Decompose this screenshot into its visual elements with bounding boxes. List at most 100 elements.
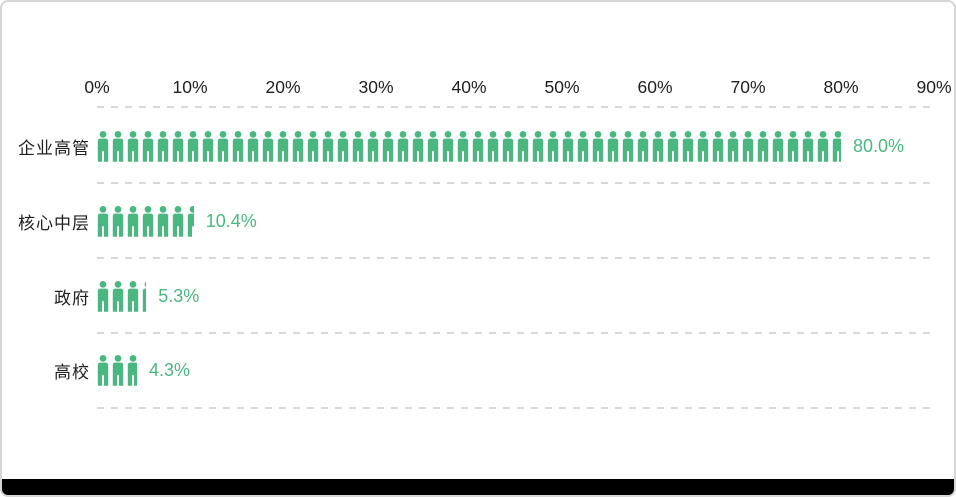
person-icon-cell (142, 205, 157, 237)
person-icon-cell (832, 130, 841, 162)
person-icon (187, 130, 199, 162)
person-icon (427, 130, 439, 162)
person-icon-cell (637, 130, 652, 162)
person-icon-cell (427, 130, 442, 162)
person-icon (112, 280, 124, 312)
person-icon-cell (442, 130, 457, 162)
person-icon-cell (112, 130, 127, 162)
dashed-grid-line (97, 106, 932, 108)
person-icon (532, 130, 544, 162)
person-icon (232, 130, 244, 162)
person-icon-cell (262, 130, 277, 162)
person-icon (667, 130, 679, 162)
person-icon-cell (157, 130, 172, 162)
person-icon-cell (127, 280, 142, 312)
person-icon-cell (97, 354, 112, 386)
person-icon (787, 130, 799, 162)
person-icon (142, 280, 147, 312)
pictogram-row: 高校 4.3% (2, 354, 954, 386)
person-icon-cell (97, 130, 112, 162)
x-axis-tick-label: 10% (172, 77, 208, 97)
person-icon-cell (742, 130, 757, 162)
person-icon (277, 130, 289, 162)
dashed-grid-line (97, 257, 932, 259)
icon-bar (97, 354, 137, 386)
icon-bar (97, 130, 841, 162)
person-icon-cell (772, 130, 787, 162)
category-label: 企业高管 (18, 138, 90, 158)
bottom-black-bar (2, 479, 954, 495)
x-axis-tick-label: 90% (916, 77, 952, 97)
x-axis-tick-label: 40% (451, 77, 487, 97)
person-icon (592, 130, 604, 162)
person-icon (577, 130, 589, 162)
person-icon-cell (667, 130, 682, 162)
person-icon (217, 130, 229, 162)
x-axis-tick-label: 50% (544, 77, 580, 97)
person-icon-cell (577, 130, 592, 162)
person-icon (157, 130, 169, 162)
person-icon (742, 130, 754, 162)
x-axis-tick-label: 20% (265, 77, 301, 97)
person-icon-cell (592, 130, 607, 162)
person-icon (547, 130, 559, 162)
person-icon-cell (607, 130, 622, 162)
person-icon-cell (532, 130, 547, 162)
person-icon-cell (487, 130, 502, 162)
person-icon (442, 130, 454, 162)
person-icon (142, 130, 154, 162)
person-icon (562, 130, 574, 162)
person-icon-cell (622, 130, 637, 162)
person-icon (97, 354, 109, 386)
person-icon-cell (337, 130, 352, 162)
person-icon-cell (817, 130, 832, 162)
person-icon (322, 130, 334, 162)
person-icon (517, 130, 529, 162)
person-icon-cell (472, 130, 487, 162)
person-icon-cell (502, 130, 517, 162)
person-icon-cell (217, 130, 232, 162)
person-icon (202, 130, 214, 162)
person-icon-cell (127, 205, 142, 237)
person-icon-cell (112, 205, 127, 237)
person-icon (157, 205, 169, 237)
person-icon-cell (97, 280, 112, 312)
person-icon (367, 130, 379, 162)
icon-bar (97, 205, 194, 237)
person-icon (757, 130, 769, 162)
person-icon-cell (172, 130, 187, 162)
person-icon (97, 280, 109, 312)
person-icon (832, 130, 841, 162)
person-icon-cell (562, 130, 577, 162)
person-icon-cell (142, 130, 157, 162)
person-icon (652, 130, 664, 162)
person-icon-cell (127, 354, 137, 386)
person-icon-cell (712, 130, 727, 162)
person-icon (112, 354, 124, 386)
person-icon-cell (187, 130, 202, 162)
person-icon (772, 130, 784, 162)
person-icon (697, 130, 709, 162)
person-icon-cell (112, 280, 127, 312)
pictogram-row: 企业高管 80.0% (2, 130, 954, 162)
person-icon (127, 280, 139, 312)
person-icon (172, 130, 184, 162)
person-icon-cell (517, 130, 532, 162)
person-icon (142, 205, 154, 237)
person-icon-cell (682, 130, 697, 162)
x-axis-tick-label: 30% (358, 77, 394, 97)
person-icon-cell (412, 130, 427, 162)
person-icon (292, 130, 304, 162)
icon-bar (97, 280, 147, 312)
person-icon-cell (652, 130, 667, 162)
person-icon-cell (727, 130, 742, 162)
person-icon-cell (697, 130, 712, 162)
person-icon-cell (757, 130, 772, 162)
person-icon (502, 130, 514, 162)
person-icon-cell (277, 130, 292, 162)
category-label: 高校 (54, 362, 90, 382)
category-label: 政府 (54, 288, 90, 308)
person-icon-cell (802, 130, 817, 162)
person-icon (127, 205, 139, 237)
person-icon-cell (97, 205, 112, 237)
